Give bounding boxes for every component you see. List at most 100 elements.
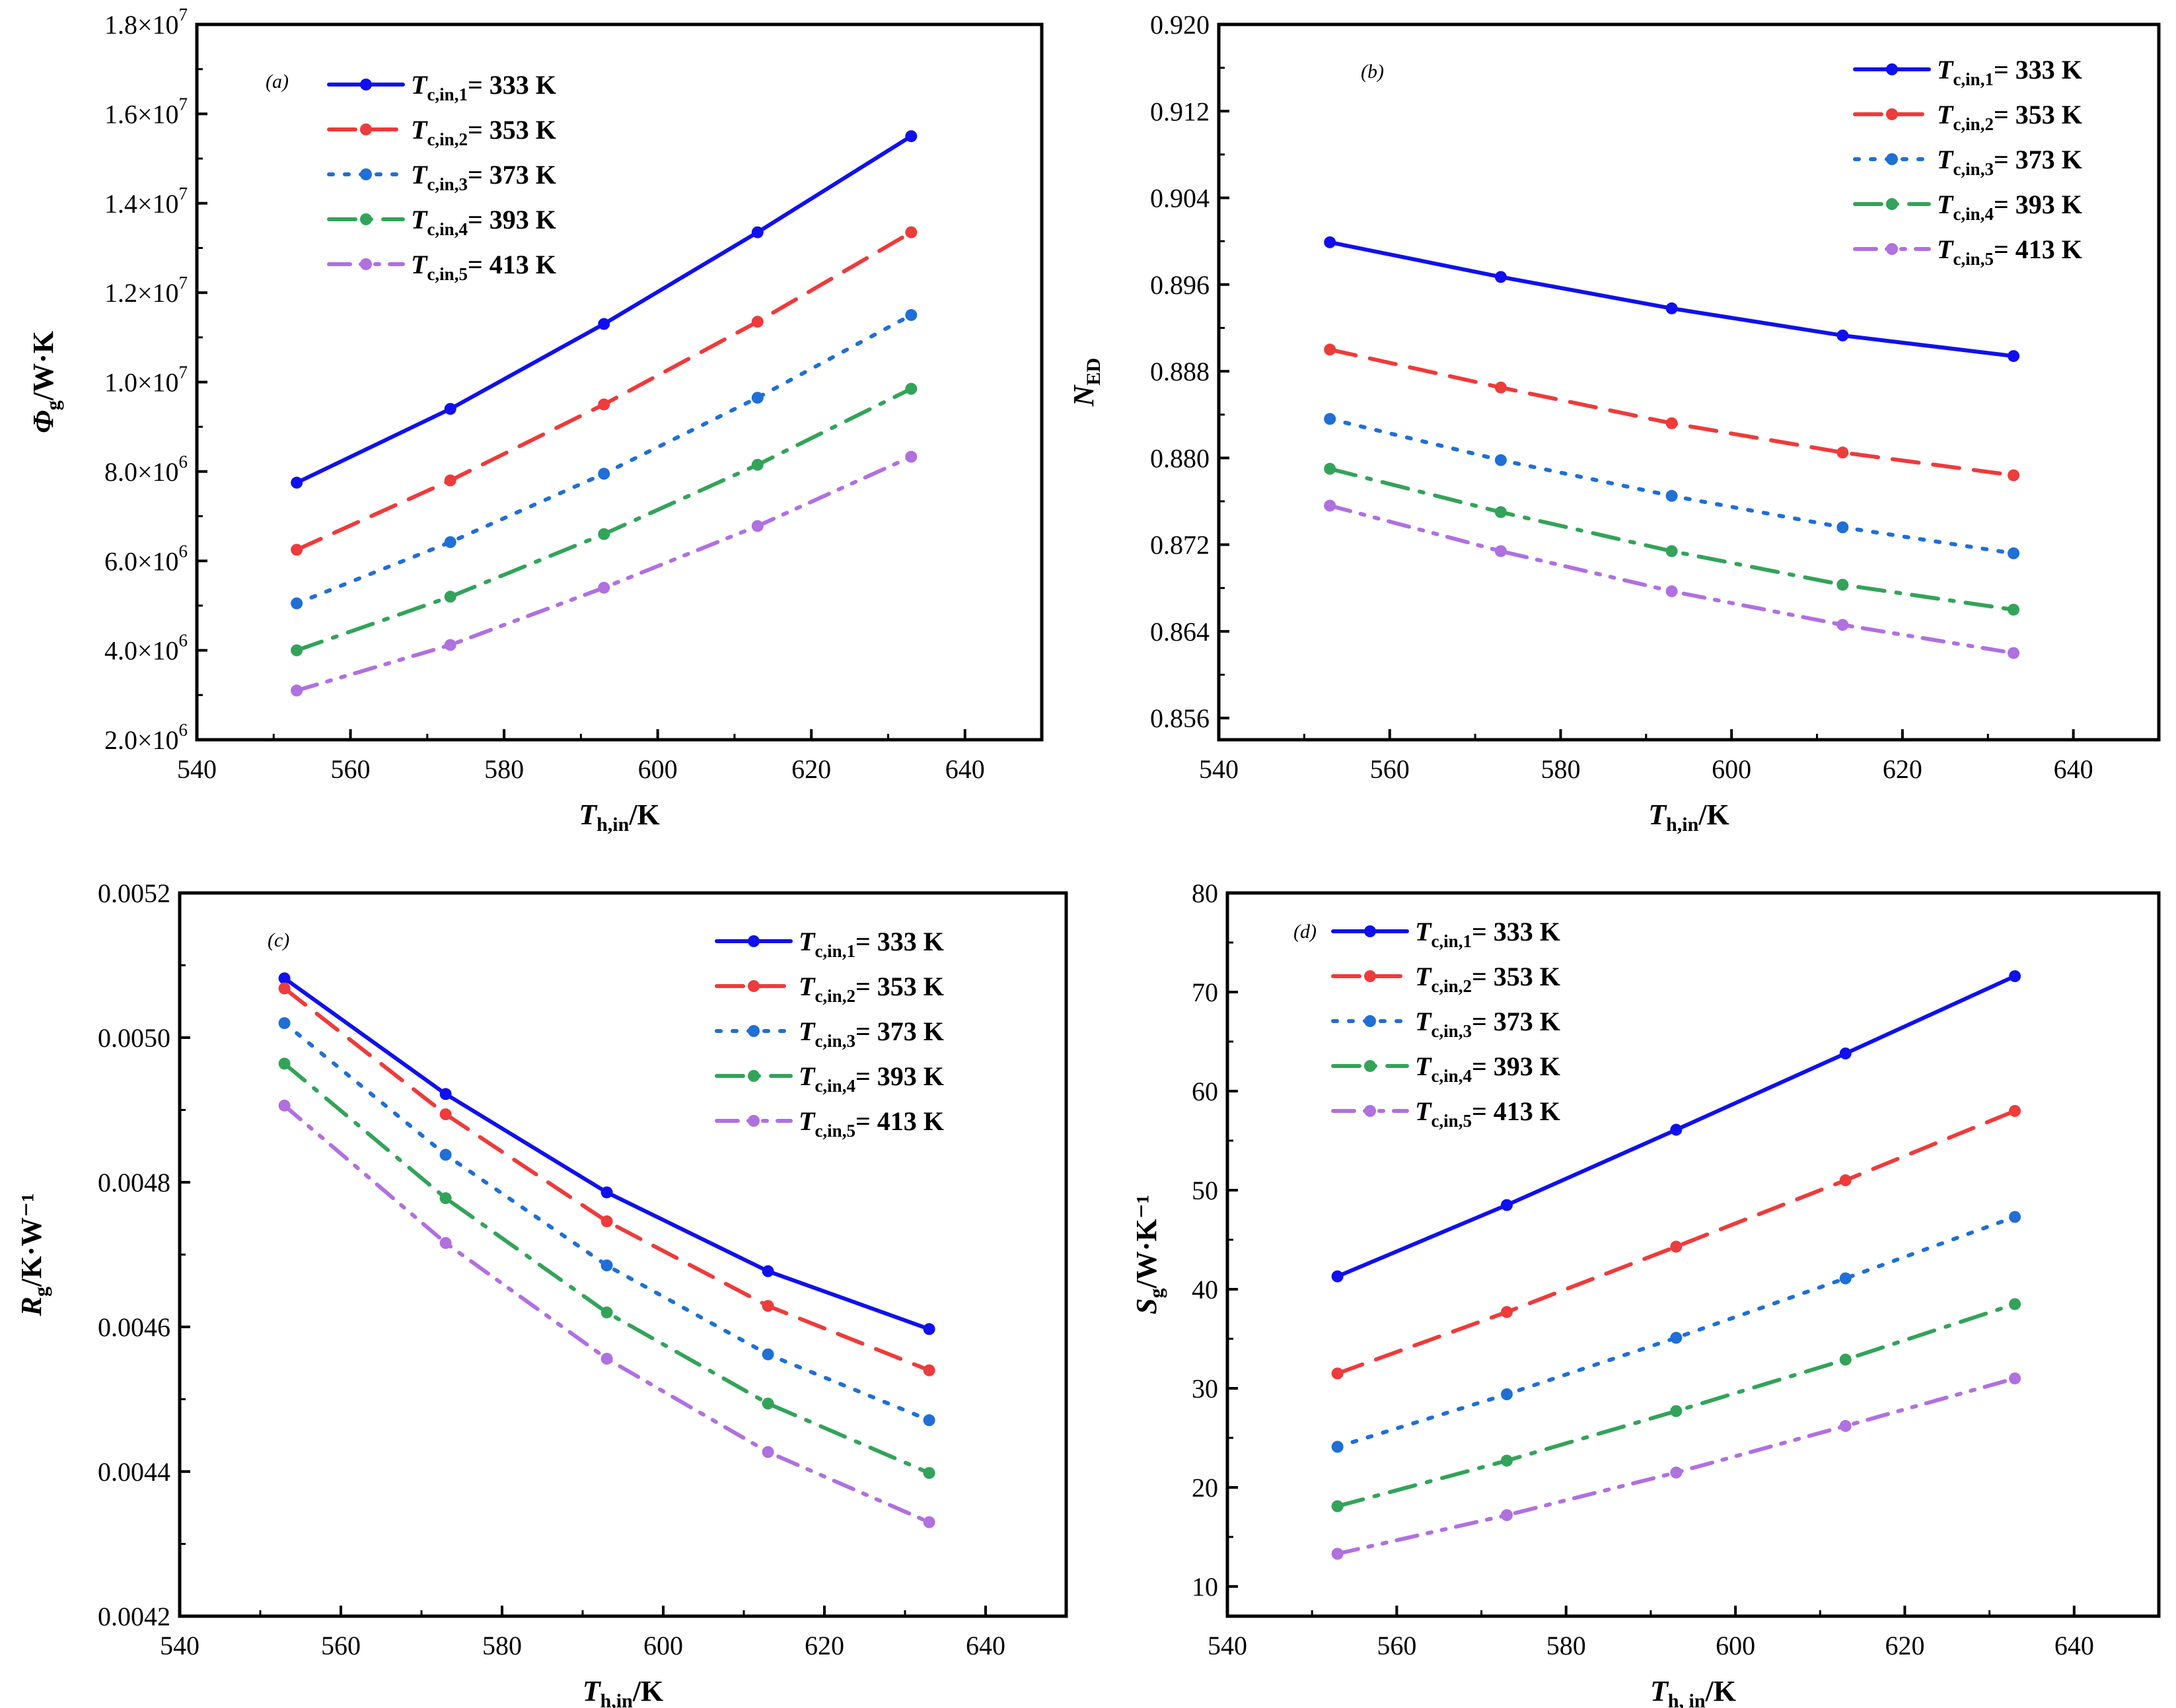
series-line-1 [1328, 240, 2016, 359]
data-point-s4-1 [278, 1057, 291, 1070]
y-tick-label: 1.0×107 [104, 363, 188, 398]
data-point-s5-4 [1836, 619, 1849, 631]
data-point-s2-5 [923, 1364, 935, 1376]
y-tick-label: 1.6×107 [104, 94, 188, 129]
y-axis-label: Rg/K·W⁻¹ [15, 1193, 52, 1317]
data-point-s5-3 [1665, 585, 1678, 598]
data-point-s4-5 [923, 1467, 935, 1479]
y-tick-label: 60 [1192, 1077, 1218, 1106]
data-point-s4-1 [1324, 462, 1336, 475]
plot-frame [178, 891, 1068, 1618]
data-point-s5-2 [1494, 545, 1507, 557]
series-line-5 [1335, 1376, 2017, 1556]
data-point-s1-2 [1501, 1199, 1513, 1211]
legend-marker-3 [1364, 1015, 1376, 1027]
data-point-s3-1 [278, 1017, 291, 1030]
x-tick-label: 620 [1885, 1631, 1924, 1660]
data-point-s2-4 [762, 1300, 774, 1312]
data-point-s1-3 [1670, 1123, 1683, 1136]
x-tick-label: 580 [484, 754, 524, 784]
data-point-s5-5 [923, 1516, 935, 1528]
data-point-s4-3 [600, 1306, 613, 1319]
legend-label-2: Tc,in,2= 353 K [799, 972, 944, 1006]
data-point-s2-5 [2008, 469, 2020, 481]
y-tick-label: 0.0044 [98, 1457, 170, 1487]
x-tick-label: 620 [1883, 754, 1922, 784]
legend-marker-3 [748, 1025, 760, 1037]
data-point-s3-5 [905, 308, 918, 321]
y-tick-label: 30 [1192, 1374, 1218, 1404]
data-point-s3-3 [600, 1259, 613, 1271]
data-point-s3-1 [291, 597, 303, 610]
data-point-s4-3 [1670, 1405, 1683, 1417]
panel-label: (b) [1361, 61, 1384, 83]
legend-marker-1 [360, 79, 372, 90]
y-tick-label: 0.856 [1150, 703, 1210, 733]
data-point-s4-5 [2009, 1298, 2021, 1310]
data-point-s2-4 [751, 316, 764, 328]
data-point-s1-1 [278, 972, 291, 985]
legend-marker-3 [1886, 153, 1898, 165]
data-point-s4-5 [2008, 604, 2020, 616]
y-tick-label: 4.0×106 [104, 631, 188, 666]
data-point-s1-4 [1836, 329, 1849, 341]
x-tick-label: 640 [2054, 754, 2093, 784]
legend-marker-2 [1364, 970, 1376, 982]
legend-label-3: Tc,in,3= 373 K [1415, 1007, 1560, 1041]
data-point-s4-2 [439, 1192, 452, 1205]
legend-label-4: Tc,in,4= 393 K [411, 205, 556, 239]
y-tick-label: 40 [1192, 1275, 1218, 1304]
data-point-s1-4 [762, 1265, 774, 1277]
series-line-2 [282, 986, 931, 1372]
data-point-s2-1 [1324, 343, 1336, 356]
x-tick-label: 640 [945, 754, 985, 784]
legend-label-2: Tc,in,2= 353 K [1415, 962, 1560, 996]
y-tick-label: 0.0048 [98, 1168, 170, 1197]
data-point-s4-3 [1665, 545, 1678, 557]
legend-label-5: Tc,in,5= 413 K [1415, 1096, 1560, 1131]
data-point-s1-3 [1665, 302, 1678, 314]
legend-label-3: Tc,in,3= 373 K [411, 160, 556, 194]
x-tick-label: 540 [177, 754, 217, 784]
y-tick-label: 0.920 [1150, 10, 1210, 40]
x-tick-label: 580 [1546, 1631, 1586, 1660]
data-point-s2-2 [439, 1108, 452, 1121]
y-tick-label: 0.0052 [98, 878, 170, 908]
y-tick-label: 0.896 [1150, 270, 1210, 300]
series-line-4 [295, 386, 914, 653]
data-point-s1-1 [1331, 1270, 1344, 1283]
legend-label-2: Tc,in,2= 353 K [1937, 100, 2082, 134]
legend-marker-2 [360, 124, 372, 135]
series-line-5 [295, 454, 914, 693]
data-point-s3-5 [2009, 1211, 2021, 1223]
y-tick-label: 0.888 [1150, 357, 1210, 386]
x-tick-label: 640 [966, 1631, 1005, 1660]
x-tick-label: 560 [321, 1631, 361, 1660]
data-point-s5-2 [439, 1236, 452, 1249]
data-point-s3-3 [1670, 1332, 1683, 1344]
data-point-s5-3 [1670, 1466, 1683, 1479]
data-point-s1-2 [1494, 271, 1507, 283]
data-point-s3-5 [2008, 547, 2020, 559]
panel-label: (d) [1293, 921, 1317, 943]
data-point-s2-5 [2009, 1105, 2021, 1117]
legend-marker-4 [360, 213, 372, 225]
data-point-s5-4 [751, 520, 764, 532]
data-point-s5-1 [291, 684, 303, 697]
data-point-s3-4 [751, 392, 764, 404]
data-point-s5-4 [762, 1446, 774, 1458]
legend-label-1: Tc,in,1= 333 K [1415, 917, 1560, 951]
data-point-s2-2 [1501, 1306, 1513, 1318]
x-tick-label: 540 [160, 1631, 199, 1660]
legend-label-3: Tc,in,3= 373 K [799, 1016, 944, 1051]
data-point-s2-2 [1494, 381, 1507, 394]
legend-label-3: Tc,in,3= 373 K [1937, 145, 2082, 179]
y-axis-label: NED [1068, 358, 1105, 407]
y-tick-label: 50 [1192, 1176, 1218, 1205]
legend: Tc,in,1= 333 K Tc,in,2= 353 K Tc,in,3= 373… [1853, 55, 2082, 269]
legend-marker-4 [1364, 1060, 1376, 1072]
data-point-s5-5 [905, 450, 918, 463]
x-tick-label: 620 [805, 1631, 844, 1660]
data-point-s5-4 [1839, 1420, 1852, 1432]
